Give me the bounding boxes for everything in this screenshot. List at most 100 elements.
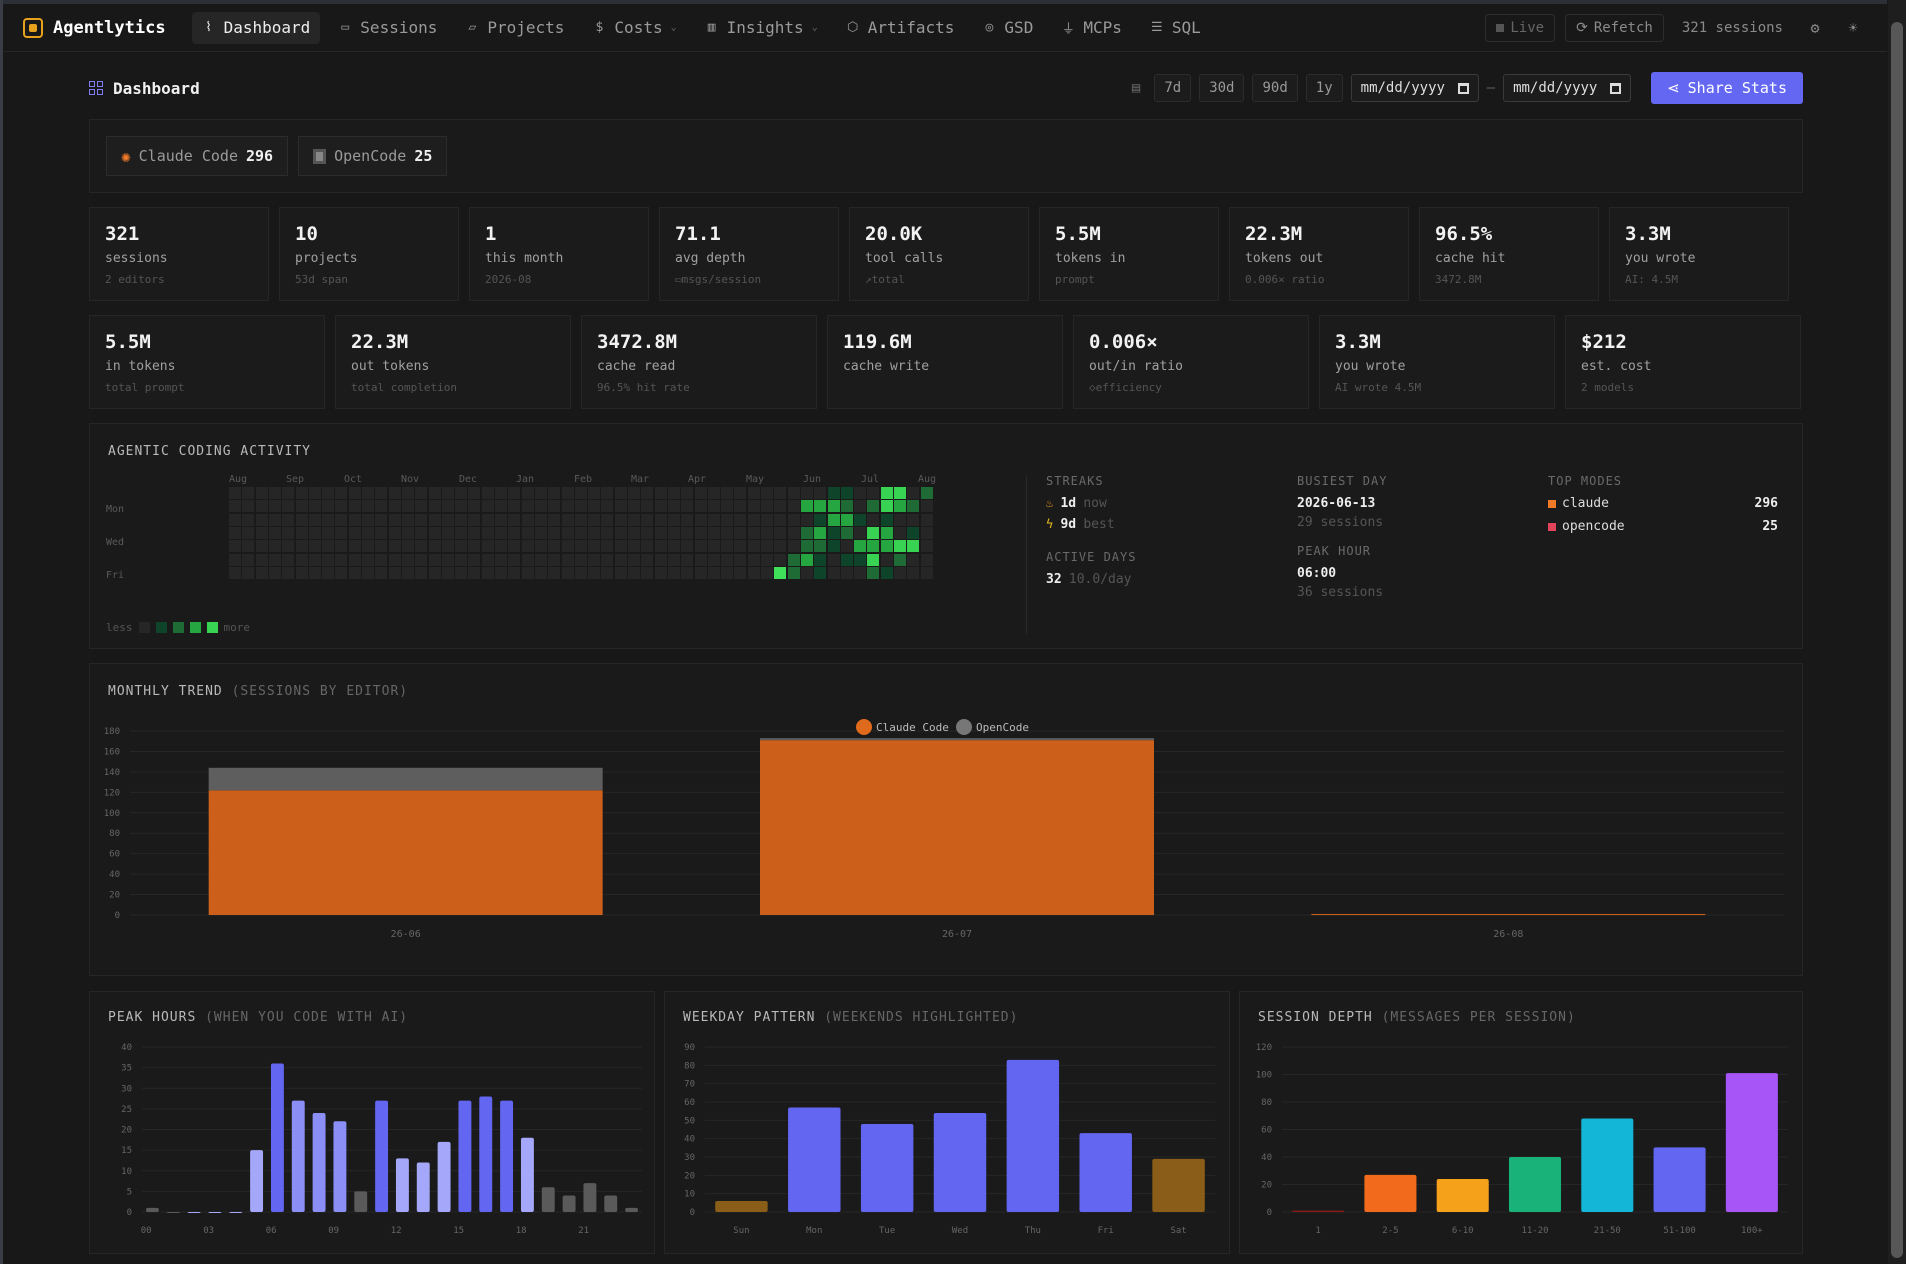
heatmap-cell[interactable] [854,553,867,566]
heatmap-cell[interactable] [721,513,734,526]
heatmap-cell[interactable] [814,513,827,526]
heatmap-cell[interactable] [588,553,601,566]
nav-costs[interactable]: $ Costs ⌄ [582,12,686,44]
brand[interactable]: Agentlytics [23,17,166,38]
heatmap-cell[interactable] [574,526,587,539]
heatmap-cell[interactable] [628,540,640,553]
heatmap-cell[interactable] [574,540,587,553]
heatmap-cell[interactable] [747,566,760,579]
bar[interactable] [715,1201,768,1212]
heatmap-cell[interactable] [521,540,534,553]
heatmap-cell[interactable] [375,513,388,526]
bar[interactable] [1725,1073,1778,1212]
heatmap-cell[interactable] [322,553,335,566]
heatmap-cell[interactable] [322,500,335,513]
heatmap-cell[interactable] [295,540,308,553]
bar[interactable] [1079,1133,1132,1212]
heatmap-cell[interactable] [242,540,255,553]
heatmap-cell[interactable] [375,553,388,566]
heatmap-cell[interactable] [854,487,867,499]
heatmap-cell[interactable] [375,526,388,539]
heatmap-cell[interactable] [268,513,281,526]
heatmap-cell[interactable] [588,513,601,526]
heatmap-cell[interactable] [920,540,933,553]
heatmap-cell[interactable] [667,566,680,579]
heatmap-cell[interactable] [681,513,694,526]
heatmap-cell[interactable] [880,500,893,513]
heatmap-cell[interactable] [561,513,574,526]
heatmap-cell[interactable] [761,526,773,539]
heatmap-cell[interactable] [694,500,707,513]
heatmap-cell[interactable] [907,553,920,566]
heatmap-cell[interactable] [561,540,574,553]
heatmap-cell[interactable] [295,566,308,579]
heatmap-cell[interactable] [721,487,734,499]
heatmap-cell[interactable] [588,487,601,499]
heatmap-cell[interactable] [455,566,468,579]
bar[interactable] [437,1141,451,1212]
heatmap-cell[interactable] [761,500,773,513]
heatmap-cell[interactable] [667,487,680,499]
heatmap-cell[interactable] [441,553,454,566]
bar[interactable] [1508,1157,1562,1212]
heatmap-cell[interactable] [335,513,348,526]
heatmap-cell[interactable] [707,487,720,499]
end-date-input[interactable]: mm/dd/yyyy [1503,74,1632,102]
bar-opencode[interactable] [760,738,1154,741]
heatmap-cell[interactable] [508,553,521,566]
heatmap-cell[interactable] [721,500,734,513]
heatmap-cell[interactable] [362,500,374,513]
bar[interactable] [583,1183,597,1212]
heatmap-cell[interactable] [920,513,933,526]
heatmap-cell[interactable] [362,566,374,579]
heatmap-cell[interactable] [495,487,507,499]
heatmap-cell[interactable] [415,566,428,579]
heatmap-cell[interactable] [495,526,507,539]
heatmap-cell[interactable] [282,513,295,526]
heatmap-cell[interactable] [721,566,734,579]
heatmap-cell[interactable] [508,540,521,553]
heatmap-cell[interactable] [800,500,813,513]
heatmap-cell[interactable] [495,553,507,566]
heatmap-cell[interactable] [548,487,561,499]
heatmap-cell[interactable] [322,513,335,526]
heatmap-cell[interactable] [707,540,720,553]
heatmap-cell[interactable] [508,500,521,513]
heatmap-cell[interactable] [681,526,694,539]
heatmap-cell[interactable] [628,513,640,526]
heatmap-cell[interactable] [508,487,521,499]
heatmap-cell[interactable] [894,566,906,579]
heatmap-cell[interactable] [734,513,747,526]
heatmap-cell[interactable] [761,553,773,566]
heatmap-cell[interactable] [787,487,800,499]
heatmap-cell[interactable] [455,500,468,513]
heatmap-cell[interactable] [800,513,813,526]
scrollbar[interactable] [1888,0,1906,1264]
heatmap-cell[interactable] [588,526,601,539]
bar[interactable] [229,1212,243,1213]
heatmap-cell[interactable] [734,526,747,539]
heatmap-cell[interactable] [747,526,760,539]
heatmap-cell[interactable] [481,553,494,566]
heatmap-cell[interactable] [574,566,587,579]
heatmap-cell[interactable] [335,553,348,566]
heatmap-cell[interactable] [295,487,308,499]
heatmap-cell[interactable] [534,500,547,513]
heatmap-cell[interactable] [441,500,454,513]
heatmap-cell[interactable] [481,487,494,499]
heatmap-cell[interactable] [694,513,707,526]
heatmap-cell[interactable] [641,540,654,553]
heatmap-cell[interactable] [800,540,813,553]
heatmap-cell[interactable] [787,540,800,553]
bar[interactable] [312,1113,326,1212]
heatmap-cell[interactable] [854,513,867,526]
heatmap-cell[interactable] [388,553,401,566]
heatmap-cell[interactable] [308,540,321,553]
heatmap-cell[interactable] [388,487,401,499]
bar[interactable] [1436,1179,1489,1212]
heatmap-cell[interactable] [761,540,773,553]
calendar-picker-icon[interactable] [1457,82,1469,94]
range-7d-button[interactable]: 7d [1154,74,1192,102]
heatmap-cell[interactable] [880,513,893,526]
heatmap-cell[interactable] [388,500,401,513]
